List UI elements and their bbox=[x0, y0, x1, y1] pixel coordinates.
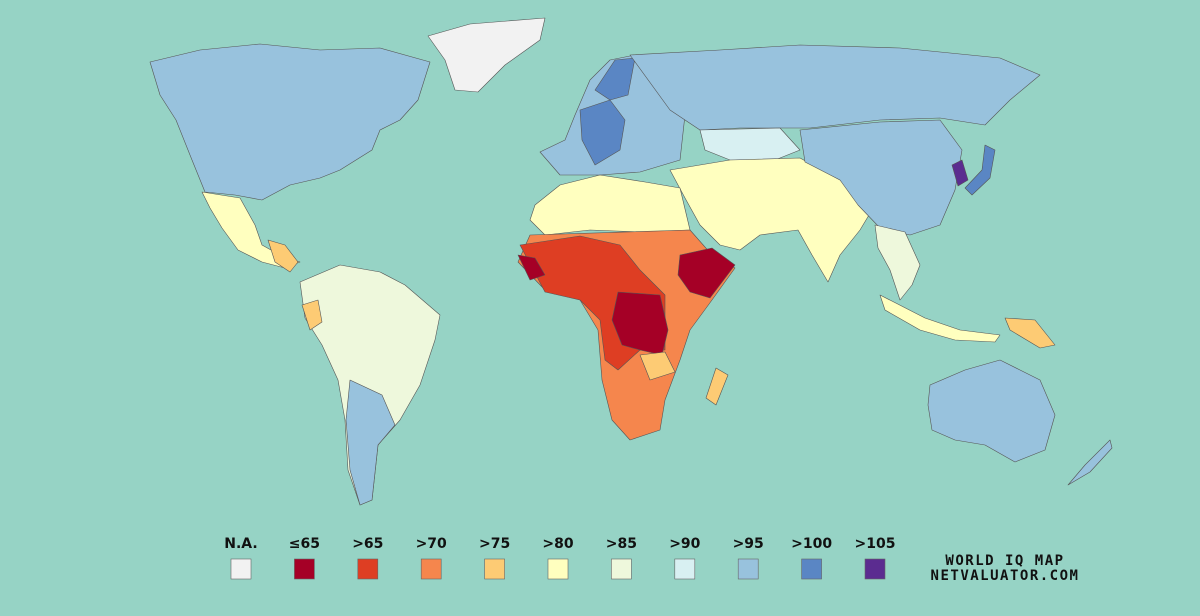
legend-swatch bbox=[357, 558, 379, 580]
indonesia bbox=[879, 294, 1001, 343]
legend-swatch bbox=[737, 558, 759, 580]
legend-label: >75 bbox=[479, 536, 510, 552]
legend-swatch bbox=[801, 558, 822, 580]
legend-label: >65 bbox=[352, 536, 383, 552]
papua bbox=[1004, 317, 1056, 349]
congo bbox=[611, 291, 669, 356]
north-america bbox=[149, 43, 431, 201]
legend-swatch bbox=[611, 558, 632, 580]
japan bbox=[964, 144, 996, 196]
map-title: WORLD IQ MAP bbox=[945, 553, 1064, 569]
legend-label: >100 bbox=[791, 536, 832, 552]
legend-label: >85 bbox=[606, 536, 637, 552]
legend-swatch bbox=[420, 558, 442, 580]
russia bbox=[629, 44, 1041, 131]
madagascar bbox=[705, 367, 729, 406]
legend-label: ≤65 bbox=[289, 536, 320, 552]
map-source: NETVALUATOR.COM bbox=[931, 568, 1080, 584]
argentina bbox=[345, 379, 396, 506]
legend-swatch bbox=[674, 558, 696, 580]
legend-swatch bbox=[294, 558, 315, 580]
china bbox=[799, 119, 963, 236]
legend-swatch bbox=[230, 558, 252, 580]
scandinavia bbox=[594, 57, 636, 101]
new-zealand bbox=[1067, 439, 1113, 486]
legend-label: N.A. bbox=[224, 536, 257, 552]
west-coast bbox=[517, 254, 546, 281]
southeast-asia bbox=[874, 224, 921, 301]
central-america bbox=[267, 239, 299, 273]
legend-label: >70 bbox=[416, 536, 447, 552]
legend-swatch bbox=[864, 558, 886, 580]
legend-label: >80 bbox=[542, 536, 573, 552]
australia bbox=[927, 359, 1056, 463]
legend-label: >95 bbox=[733, 536, 764, 552]
greenland bbox=[427, 17, 546, 93]
zambia bbox=[639, 351, 676, 381]
legend-swatch bbox=[547, 558, 569, 580]
legend-label: >90 bbox=[669, 536, 700, 552]
legend-label: >105 bbox=[855, 536, 896, 552]
legend-swatch bbox=[484, 558, 505, 580]
peru bbox=[301, 299, 323, 331]
ethiopia bbox=[677, 247, 736, 299]
korea bbox=[951, 159, 969, 187]
